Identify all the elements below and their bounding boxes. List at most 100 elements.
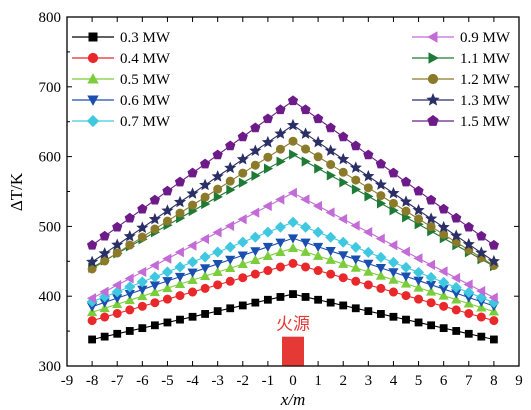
data-point-marker [399,195,413,207]
data-point-marker [112,248,122,258]
data-point-marker [87,239,98,250]
data-point-marker [287,187,297,199]
data-point-marker [174,261,186,273]
data-point-marker [350,241,362,253]
x-tick-label: 0 [289,373,297,389]
data-point-marker [162,216,172,226]
data-point-marker [86,255,99,268]
fire-source-label: 火源 [276,315,310,335]
data-point-marker [251,298,260,307]
data-point-marker [476,312,486,322]
series-0-6-MW [86,234,500,312]
data-point-marker [313,152,323,162]
legend-entry: 0.7 MW [72,114,171,130]
data-point-marker [287,234,299,244]
data-point-marker [312,226,324,238]
legend-entry: 1.3 MW [412,93,511,109]
data-point-marker [376,198,387,209]
y-tick-label: 700 [39,80,62,96]
data-point-marker [125,327,134,335]
data-point-marker [388,268,399,278]
data-point-marker [262,226,274,238]
data-point-marker [325,207,335,218]
data-point-marker [413,185,424,196]
data-point-marker [211,170,224,182]
data-point-marker [262,200,272,212]
data-point-marker [261,135,274,148]
data-point-marker [238,273,248,283]
legend-entry: 0.3 MW [72,30,171,46]
ticks-group: -9 -8 -7 -6 -5 -4 -3 -2 -1 0 1 2 3 4 5 6 7 8 9 300 400 500 600… [39,10,523,389]
data-point-marker [400,278,412,288]
data-point-marker [300,194,310,205]
data-point-marker [212,227,222,238]
data-point-marker [463,279,473,290]
data-point-marker [464,308,474,318]
data-point-marker [452,327,461,335]
data-point-marker [363,183,373,193]
data-point-marker [338,251,349,261]
data-point-marker [149,260,159,271]
data-point-marker [188,287,198,297]
data-point-marker [401,206,411,216]
data-point-marker [112,299,123,309]
data-point-marker [437,220,450,233]
x-tick-label: -2 [237,373,250,389]
data-point-marker [438,266,448,277]
data-point-marker [338,273,348,283]
data-point-marker [99,303,110,313]
data-point-marker [111,238,124,251]
data-point-marker [112,221,123,232]
data-point-marker [199,251,211,263]
data-point-marker [99,286,109,297]
data-point-marker [287,242,299,252]
data-point-marker [425,259,436,270]
legend-label: 1.3 MW [460,93,511,109]
data-point-marker [161,266,173,278]
data-point-marker [312,242,324,252]
data-point-marker [375,263,387,274]
data-point-marker [414,294,424,304]
data-point-marker [162,294,172,304]
x-tick-label: -5 [161,373,174,389]
data-point-marker [413,282,424,292]
data-point-marker [339,177,349,188]
data-point-marker [364,191,374,202]
data-point-marker [150,321,159,330]
data-point-marker [274,221,286,233]
x-tick-label: -7 [111,373,124,389]
data-point-marker [225,262,236,273]
data-point-marker [339,301,348,310]
x-tick-label: 3 [365,373,373,389]
data-point-marker [149,281,161,291]
data-point-marker [388,198,398,208]
data-point-marker [137,232,147,242]
data-point-marker [427,321,436,330]
data-point-marker [250,160,260,170]
data-point-marker [314,295,323,304]
data-point-marker [375,251,387,263]
data-point-marker [148,212,161,225]
data-point-marker [175,291,185,301]
data-point-marker [150,298,160,308]
data-point-marker [400,176,412,187]
data-point-marker [462,237,475,250]
data-point-marker [136,221,149,233]
data-point-marker [286,118,300,131]
y-tick-label: 400 [39,289,62,305]
data-point-marker [363,266,374,276]
data-point-marker [88,32,98,42]
legend-entry: 0.6 MW [72,93,171,109]
data-point-marker [199,233,210,245]
data-point-marker [388,274,399,284]
data-point-marker [249,144,262,157]
data-point-marker [199,264,211,274]
data-point-marker [250,247,261,257]
data-point-marker [225,176,235,186]
data-point-marker [124,295,135,305]
data-point-marker [325,122,336,133]
data-point-marker [262,113,273,124]
series-1-5-MW [87,95,499,250]
data-point-marker [351,276,361,286]
data-point-marker [226,304,235,313]
